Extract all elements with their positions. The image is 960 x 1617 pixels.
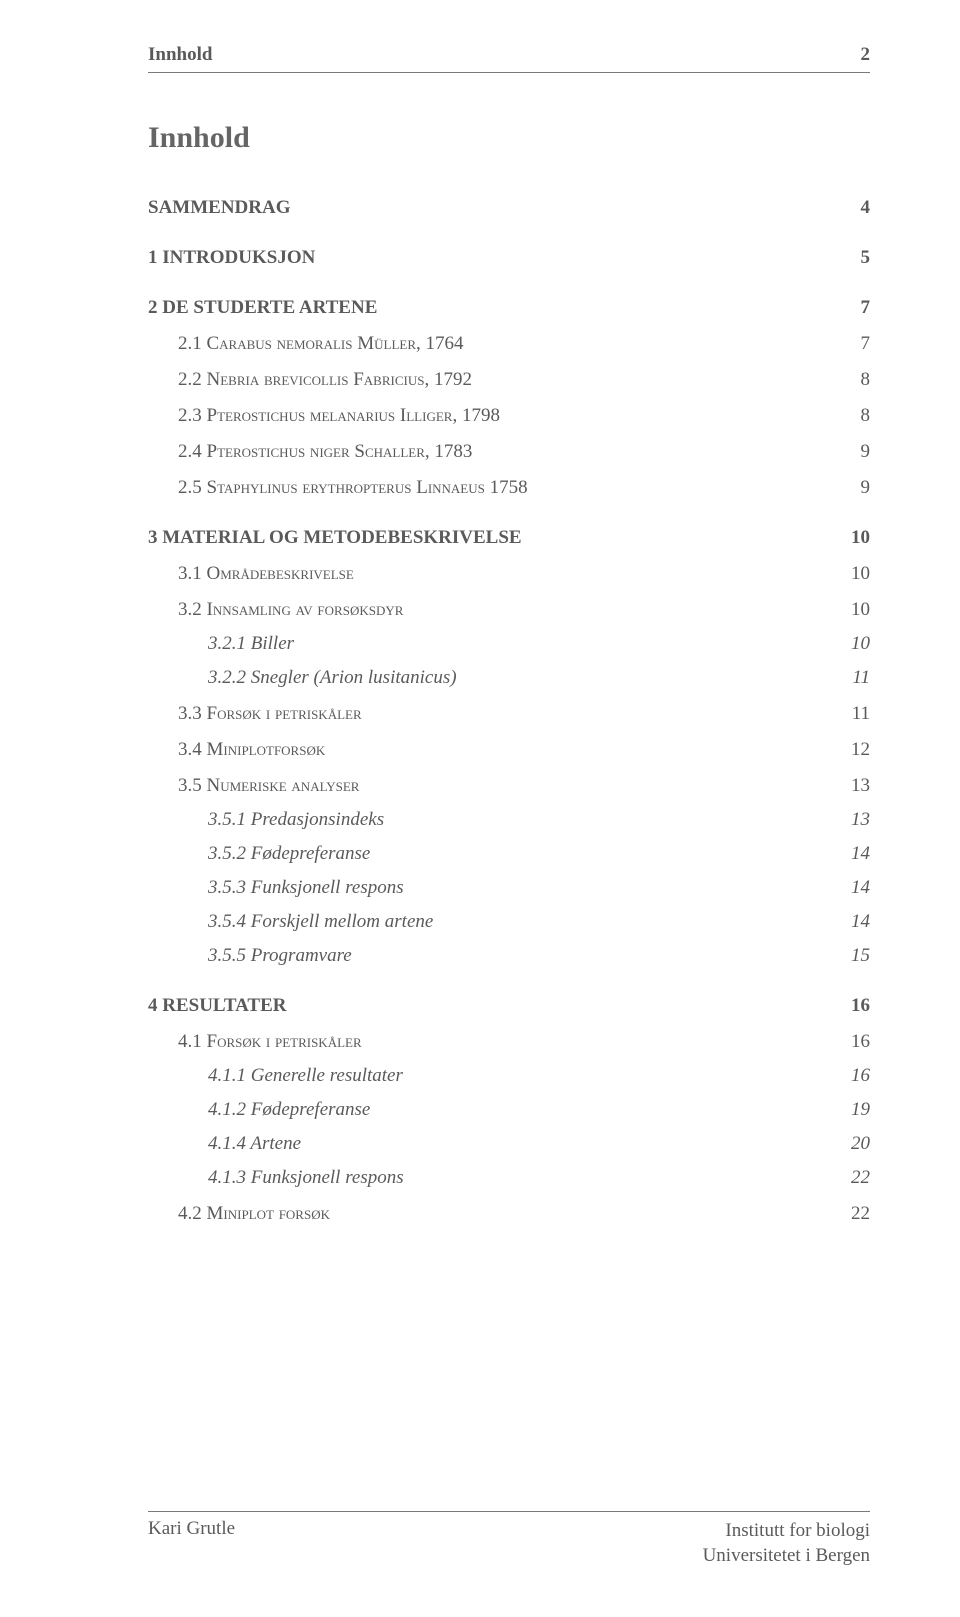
toc-row: 4.2 Miniplot forsøk 22 [148, 1203, 870, 1225]
toc-entry-page: 13 [840, 809, 870, 831]
toc-entry-label: 2.2 Nebria brevicollis Fabricius, 1792 [178, 369, 472, 391]
toc-entry-label: 4.1.2 Fødepreferanse [208, 1099, 370, 1121]
toc-entry-label: 2.4 Pterostichus niger Schaller, 1783 [178, 441, 472, 463]
toc-entry-page: 10 [840, 633, 870, 655]
toc-entry-label: 4.1.4 Artene [208, 1133, 301, 1155]
toc-row: 3 MATERIAL OG METODEBESKRIVELSE 10 [148, 527, 870, 549]
toc-row: 2.2 Nebria brevicollis Fabricius, 1792 8 [148, 369, 870, 391]
toc-entry-page: 7 [840, 333, 870, 355]
toc-entry-page: 16 [840, 995, 870, 1017]
toc-entry-label: 1 INTRODUKSJON [148, 247, 315, 269]
toc-entry-label: 3.5.1 Predasjonsindeks [208, 809, 384, 831]
toc-row: 4.1.2 Fødepreferanse 19 [148, 1099, 870, 1121]
toc-entry-label: 3.5.2 Fødepreferanse [208, 843, 370, 865]
toc-entry-label: SAMMENDRAG [148, 197, 291, 219]
toc-entry-page: 9 [840, 477, 870, 499]
toc-entry-page: 22 [840, 1203, 870, 1225]
footer-affiliation-line2: Universitetet i Bergen [703, 1545, 870, 1566]
toc-entry-label: 2.5 Staphylinus erythropterus Linnaeus 1… [178, 477, 528, 499]
toc-entry-page: 4 [840, 197, 870, 219]
toc-row: 2.4 Pterostichus niger Schaller, 1783 9 [148, 441, 870, 463]
footer-affiliation: Institutt for biologi Universitetet i Be… [703, 1518, 870, 1569]
toc-row: 3.5.5 Programvare 15 [148, 945, 870, 967]
toc-entry-page: 11 [840, 667, 870, 689]
toc-row: 3.4 Miniplotforsøk 12 [148, 739, 870, 761]
toc-entry-page: 14 [840, 877, 870, 899]
toc-row: 2.5 Staphylinus erythropterus Linnaeus 1… [148, 477, 870, 499]
toc-entry-label: 4.1.3 Funksjonell respons [208, 1167, 404, 1189]
toc-entry-page: 16 [840, 1031, 870, 1053]
page: Innhold 2 Innhold SAMMENDRAG 4 1 INTRODUKS… [0, 0, 960, 1285]
toc-entry-page: 10 [840, 563, 870, 585]
toc-entry-page: 11 [840, 703, 870, 725]
toc-row: 4 RESULTATER 16 [148, 995, 870, 1017]
toc-entry-page: 8 [840, 369, 870, 391]
toc-row: 2 DE STUDERTE ARTENE 7 [148, 297, 870, 319]
toc-entry-label: 3.1 Områdebeskrivelse [178, 563, 354, 585]
toc-entry-label: 3.4 Miniplotforsøk [178, 739, 325, 761]
header-page-number: 2 [861, 44, 871, 66]
toc-entry-label: 3.5.5 Programvare [208, 945, 352, 967]
toc-entry-page: 19 [840, 1099, 870, 1121]
running-footer: Kari Grutle Institutt for biologi Univer… [148, 1511, 870, 1569]
toc-entry-page: 10 [840, 599, 870, 621]
toc-entry-label: 3.2.1 Biller [208, 633, 294, 655]
toc-entry-page: 14 [840, 911, 870, 933]
toc-row: 3.2.2 Snegler (Arion lusitanicus) 11 [148, 667, 870, 689]
table-of-contents: SAMMENDRAG 4 1 INTRODUKSJON 5 2 DE STUDERTE … [148, 197, 870, 1225]
page-title: Innhold [148, 121, 870, 155]
toc-entry-label: 3.5.3 Funksjonell respons [208, 877, 404, 899]
toc-row: 2.3 Pterostichus melanarius Illiger, 179… [148, 405, 870, 427]
toc-entry-page: 7 [840, 297, 870, 319]
toc-row: 1 INTRODUKSJON 5 [148, 247, 870, 269]
toc-entry-label: 2.3 Pterostichus melanarius Illiger, 179… [178, 405, 500, 427]
toc-entry-label: 3 MATERIAL OG METODEBESKRIVELSE [148, 527, 522, 549]
toc-entry-label: 2.1 Carabus nemoralis Müller, 1764 [178, 333, 464, 355]
toc-entry-page: 22 [840, 1167, 870, 1189]
toc-row: 2.1 Carabus nemoralis Müller, 1764 7 [148, 333, 870, 355]
toc-entry-page: 14 [840, 843, 870, 865]
footer-affiliation-line1: Institutt for biologi [725, 1520, 870, 1541]
toc-row: 3.1 Områdebeskrivelse 10 [148, 563, 870, 585]
toc-row: 3.5 Numeriske analyser 13 [148, 775, 870, 797]
toc-row: 3.5.1 Predasjonsindeks 13 [148, 809, 870, 831]
toc-entry-page: 8 [840, 405, 870, 427]
toc-row: 3.3 Forsøk i petriskåler 11 [148, 703, 870, 725]
toc-entry-label: 4.1.1 Generelle resultater [208, 1065, 403, 1087]
toc-row: 3.2 Innsamling av forsøksdyr 10 [148, 599, 870, 621]
toc-entry-page: 9 [840, 441, 870, 463]
toc-entry-page: 16 [840, 1065, 870, 1087]
toc-entry-page: 13 [840, 775, 870, 797]
toc-row: 3.5.3 Funksjonell respons 14 [148, 877, 870, 899]
toc-row: 3.5.4 Forskjell mellom artene 14 [148, 911, 870, 933]
toc-entry-page: 10 [840, 527, 870, 549]
toc-entry-label: 4 RESULTATER [148, 995, 287, 1017]
toc-entry-label: 4.2 Miniplot forsøk [178, 1203, 330, 1225]
footer-author: Kari Grutle [148, 1518, 235, 1569]
toc-entry-label: 3.5 Numeriske analyser [178, 775, 359, 797]
toc-entry-label: 3.2.2 Snegler (Arion lusitanicus) [208, 667, 457, 689]
toc-entry-label: 3.2 Innsamling av forsøksdyr [178, 599, 403, 621]
toc-entry-label: 3.5.4 Forskjell mellom artene [208, 911, 433, 933]
toc-row: 4.1 Forsøk i petriskåler 16 [148, 1031, 870, 1053]
running-header: Innhold 2 [148, 44, 870, 73]
toc-entry-page: 5 [840, 247, 870, 269]
toc-row: 3.5.2 Fødepreferanse 14 [148, 843, 870, 865]
toc-row: 4.1.3 Funksjonell respons 22 [148, 1167, 870, 1189]
toc-row: 4.1.4 Artene 20 [148, 1133, 870, 1155]
header-left: Innhold [148, 44, 212, 66]
toc-entry-label: 2 DE STUDERTE ARTENE [148, 297, 377, 319]
toc-entry-page: 15 [840, 945, 870, 967]
toc-row: SAMMENDRAG 4 [148, 197, 870, 219]
toc-row: 3.2.1 Biller 10 [148, 633, 870, 655]
toc-entry-page: 20 [840, 1133, 870, 1155]
toc-entry-label: 4.1 Forsøk i petriskåler [178, 1031, 362, 1053]
toc-entry-label: 3.3 Forsøk i petriskåler [178, 703, 362, 725]
toc-entry-page: 12 [840, 739, 870, 761]
toc-row: 4.1.1 Generelle resultater 16 [148, 1065, 870, 1087]
